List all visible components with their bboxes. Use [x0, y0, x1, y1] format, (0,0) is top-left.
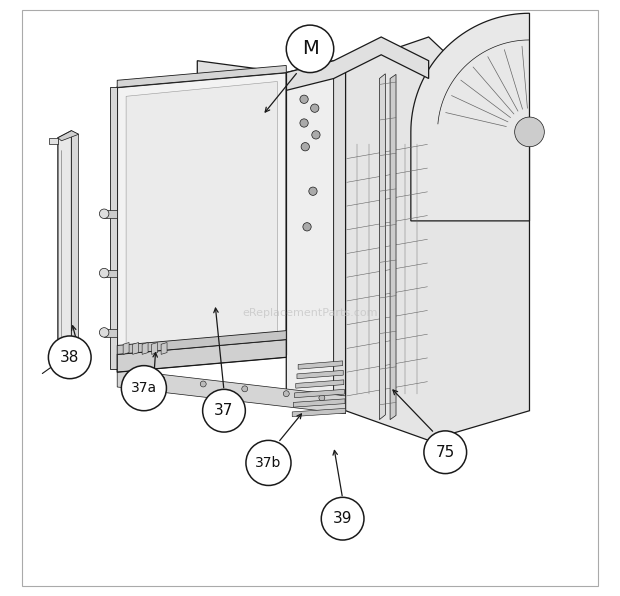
Polygon shape	[49, 358, 58, 363]
Circle shape	[303, 223, 311, 231]
Circle shape	[99, 209, 109, 219]
Circle shape	[312, 131, 320, 139]
Circle shape	[309, 187, 317, 195]
Text: M: M	[301, 39, 319, 58]
Polygon shape	[411, 13, 529, 221]
Circle shape	[122, 365, 166, 411]
Polygon shape	[294, 389, 344, 398]
Polygon shape	[197, 37, 428, 91]
Text: 39: 39	[333, 511, 352, 526]
Polygon shape	[49, 138, 58, 144]
Polygon shape	[123, 343, 129, 355]
Polygon shape	[58, 131, 79, 141]
Polygon shape	[379, 74, 386, 420]
Text: 75: 75	[436, 445, 455, 460]
Polygon shape	[104, 269, 117, 277]
Polygon shape	[293, 399, 345, 407]
Text: 38: 38	[60, 350, 79, 365]
Circle shape	[246, 440, 291, 486]
Polygon shape	[104, 329, 117, 337]
Polygon shape	[71, 131, 79, 360]
Circle shape	[159, 376, 165, 382]
Polygon shape	[161, 343, 167, 355]
Polygon shape	[298, 361, 343, 369]
Circle shape	[48, 336, 91, 378]
Circle shape	[200, 381, 206, 387]
Text: eReplacementParts.com: eReplacementParts.com	[242, 308, 378, 318]
Polygon shape	[152, 343, 157, 355]
Polygon shape	[345, 37, 529, 440]
Circle shape	[321, 497, 364, 540]
Circle shape	[242, 386, 248, 392]
Polygon shape	[390, 74, 396, 420]
Polygon shape	[142, 343, 148, 355]
Circle shape	[203, 389, 246, 432]
Circle shape	[99, 328, 109, 337]
Polygon shape	[117, 66, 286, 88]
Circle shape	[283, 391, 290, 397]
Polygon shape	[292, 408, 345, 417]
Polygon shape	[58, 131, 71, 363]
Polygon shape	[104, 210, 117, 218]
Polygon shape	[117, 331, 286, 355]
Circle shape	[286, 25, 334, 73]
Polygon shape	[117, 369, 345, 414]
Polygon shape	[296, 380, 344, 388]
Circle shape	[99, 268, 109, 278]
Polygon shape	[286, 61, 334, 405]
Circle shape	[300, 119, 308, 127]
Circle shape	[300, 95, 308, 104]
Text: 37a: 37a	[131, 381, 157, 395]
Polygon shape	[133, 343, 138, 355]
Polygon shape	[334, 61, 345, 398]
Circle shape	[301, 142, 309, 151]
Circle shape	[311, 104, 319, 112]
Polygon shape	[117, 73, 286, 369]
Polygon shape	[110, 88, 117, 369]
Circle shape	[424, 431, 467, 474]
Circle shape	[319, 395, 325, 401]
Polygon shape	[117, 340, 286, 372]
Text: 37: 37	[215, 403, 234, 418]
Polygon shape	[297, 370, 343, 378]
Text: 37b: 37b	[255, 456, 281, 470]
Circle shape	[515, 117, 544, 147]
Polygon shape	[126, 82, 277, 361]
